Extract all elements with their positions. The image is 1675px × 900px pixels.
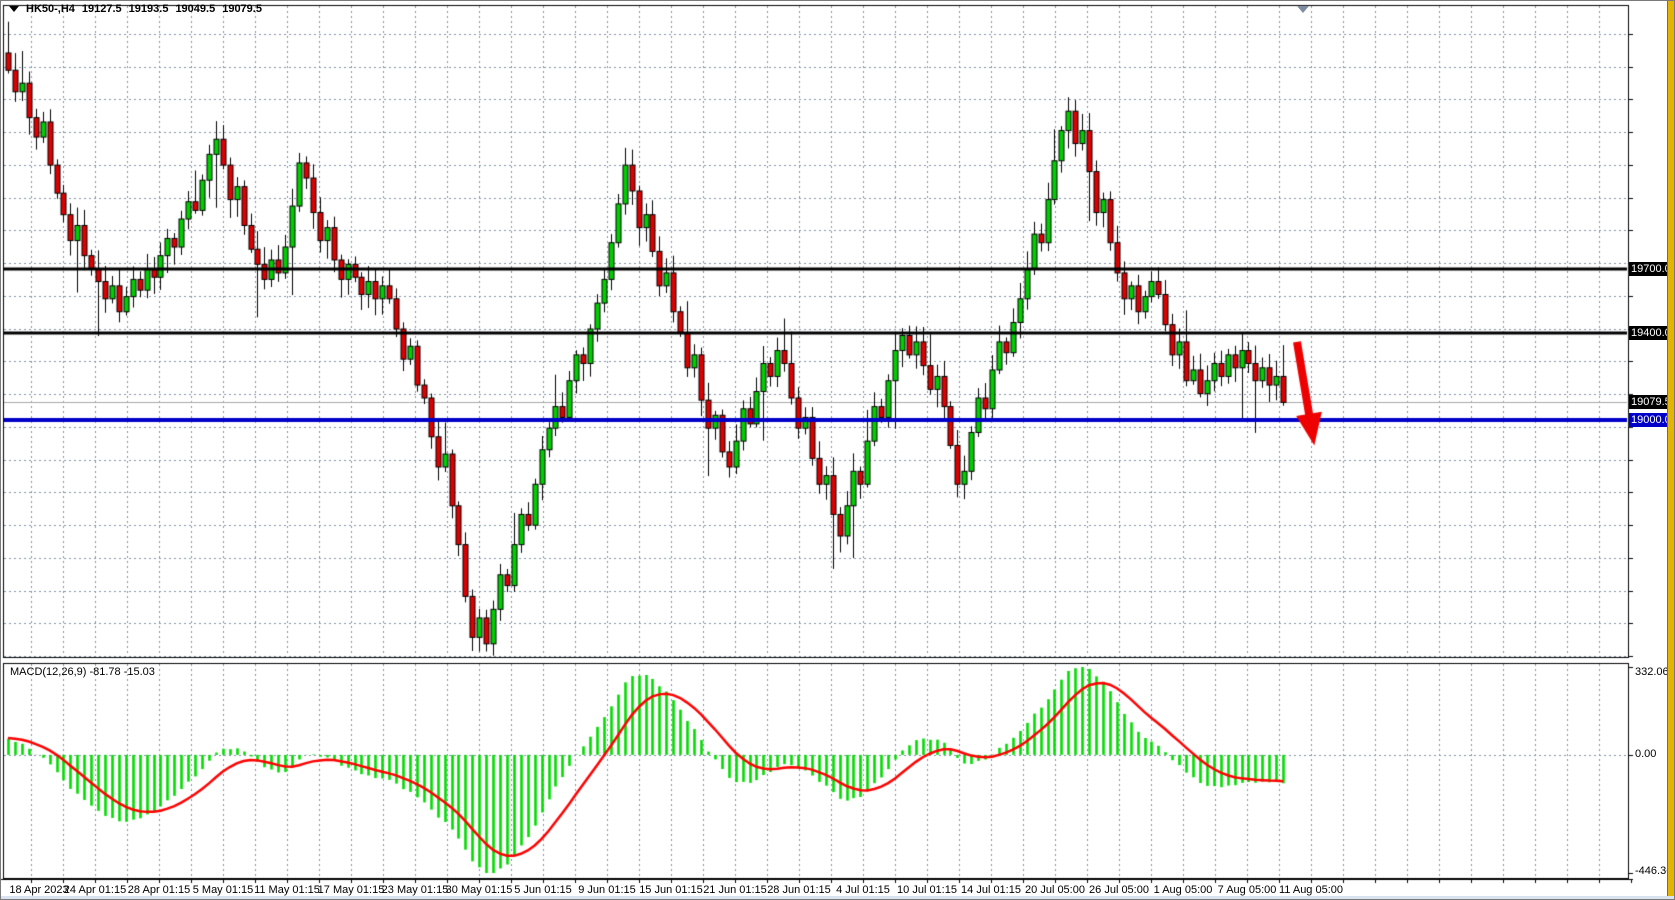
- macd-indicator-label: MACD(12,26,9) -81.78 -15.03: [10, 666, 155, 678]
- bar-close-value: 19079.5: [222, 3, 262, 15]
- price-level-marker-19000: 19000.0: [1629, 413, 1674, 427]
- down-arrow-annotation[interactable]: [1289, 341, 1323, 453]
- time-axis-label: 1 Aug 05:00: [1153, 884, 1213, 896]
- time-axis-label: 9 Jun 01:15: [578, 884, 636, 896]
- time-axis-label: 26 Jul 05:00: [1089, 884, 1149, 896]
- current-price-marker: 19079.5: [1629, 395, 1674, 409]
- time-axis-label: 28 Apr 01:15: [127, 884, 191, 896]
- chart-shift-marker-icon[interactable]: [1297, 6, 1309, 13]
- price-level-marker-19400: 19400.0: [1629, 326, 1674, 340]
- bar-open-value: 19127.5: [81, 3, 122, 15]
- time-axis-label: 11 May 01:15: [254, 884, 320, 896]
- symbol-ohlc-bar: HK50-,H4 19127.5 19193.5 19049.5 19079.5: [9, 3, 269, 17]
- time-axis-label: 10 Jul 01:15: [897, 884, 957, 896]
- time-axis-label: 5 Jun 01:15: [514, 884, 572, 896]
- window-bottom-edge: [1, 896, 1674, 899]
- symbol-period-label: HK50-,H4: [26, 3, 75, 15]
- time-axis-label: 18 Apr 2023: [9, 884, 69, 896]
- price-level-marker-19700: 19700.0: [1629, 262, 1674, 276]
- time-axis-label: 23 May 01:15: [381, 884, 449, 896]
- panel-splitter[interactable]: [3, 657, 1628, 663]
- time-axis-label: 7 Aug 05:00: [1217, 884, 1277, 896]
- time-axis-label: 14 Jul 01:15: [961, 884, 1021, 896]
- time-axis-label: 20 Jul 05:00: [1025, 884, 1085, 896]
- window-right-edge: [1667, 1, 1674, 899]
- collapse-triangle-icon[interactable]: [9, 6, 19, 12]
- time-axis-label: 17 May 01:15: [317, 884, 385, 896]
- bar-high-value: 19193.5: [128, 3, 169, 15]
- time-axis-label: 15 Jun 01:15: [639, 884, 703, 896]
- time-axis-label: 4 Jul 01:15: [836, 884, 890, 896]
- time-axis[interactable]: 18 Apr 2023 24 Apr 01:15 28 Apr 01:15 5 May…: [1, 880, 1669, 897]
- macd-axis-max-label: 332.06: [1635, 666, 1669, 678]
- time-axis-label: 5 May 01:15: [192, 884, 254, 896]
- price-axis[interactable]: 20788.020635.020482.020333.520180.520027…: [1628, 1, 1669, 897]
- time-axis-label: 28 Jun 01:15: [767, 884, 831, 896]
- macd-axis-min-label: -446.36: [1635, 865, 1673, 877]
- time-axis-label: 11 Aug 05:00: [1278, 884, 1344, 896]
- bar-low-value: 19049.5: [175, 3, 216, 15]
- macd-axis-zero-label: 0.00: [1635, 748, 1657, 760]
- time-axis-label: 24 Apr 01:15: [63, 884, 127, 896]
- time-axis-label: 21 Jun 01:15: [703, 884, 767, 896]
- time-axis-label: 30 May 01:15: [445, 884, 513, 896]
